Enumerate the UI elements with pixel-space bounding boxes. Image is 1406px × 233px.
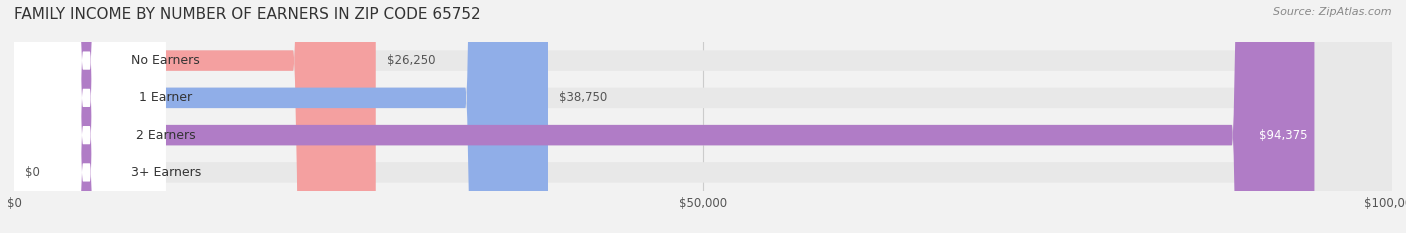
FancyBboxPatch shape — [14, 0, 375, 233]
FancyBboxPatch shape — [7, 0, 166, 233]
Text: $38,750: $38,750 — [560, 91, 607, 104]
FancyBboxPatch shape — [7, 0, 166, 233]
FancyBboxPatch shape — [14, 0, 1315, 233]
Text: $0: $0 — [25, 166, 39, 179]
FancyBboxPatch shape — [14, 0, 548, 233]
Text: Source: ZipAtlas.com: Source: ZipAtlas.com — [1274, 7, 1392, 17]
Text: FAMILY INCOME BY NUMBER OF EARNERS IN ZIP CODE 65752: FAMILY INCOME BY NUMBER OF EARNERS IN ZI… — [14, 7, 481, 22]
Text: No Earners: No Earners — [131, 54, 200, 67]
Text: 3+ Earners: 3+ Earners — [131, 166, 201, 179]
FancyBboxPatch shape — [14, 0, 1392, 233]
Text: $26,250: $26,250 — [387, 54, 436, 67]
Text: 1 Earner: 1 Earner — [139, 91, 193, 104]
FancyBboxPatch shape — [7, 0, 166, 233]
Text: 2 Earners: 2 Earners — [136, 129, 195, 142]
FancyBboxPatch shape — [14, 0, 1392, 233]
Text: $94,375: $94,375 — [1258, 129, 1308, 142]
FancyBboxPatch shape — [14, 0, 1392, 233]
FancyBboxPatch shape — [14, 0, 1392, 233]
FancyBboxPatch shape — [7, 0, 166, 233]
